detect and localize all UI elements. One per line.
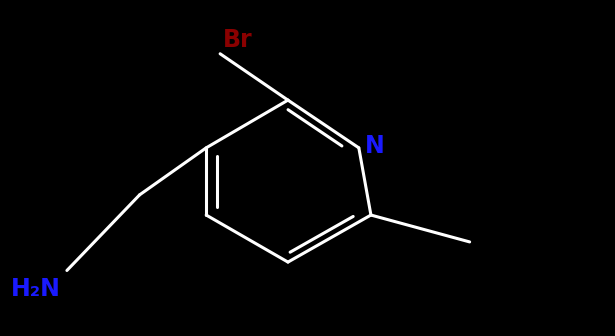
Text: H₂N: H₂N xyxy=(11,277,61,301)
Text: Br: Br xyxy=(223,28,253,52)
Text: N: N xyxy=(365,134,384,158)
